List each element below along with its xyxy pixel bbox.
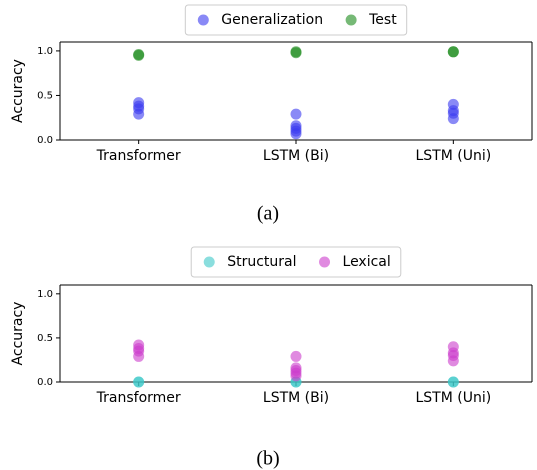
x-tick-label: LSTM (Bi)	[263, 148, 329, 164]
x-tick-label: Transformer	[96, 390, 181, 406]
legend-marker	[203, 256, 215, 268]
point	[447, 376, 459, 388]
y-tick-label: 1.0	[37, 289, 53, 300]
y-tick-label: 0.5	[37, 90, 53, 101]
point	[290, 370, 302, 382]
point	[133, 376, 145, 388]
legend: Structural Lexical	[190, 246, 402, 278]
legend-label: Test	[368, 12, 397, 28]
y-tick-label: 0.0	[37, 377, 53, 388]
y-tick-label: 0.0	[37, 135, 53, 146]
x-tick-label: LSTM (Bi)	[263, 390, 329, 406]
legend: Generalization Test	[184, 4, 408, 36]
point	[133, 48, 145, 60]
legend-marker	[197, 14, 209, 26]
caption: (b)	[256, 448, 279, 470]
point	[447, 355, 459, 367]
point	[133, 350, 145, 362]
x-tick-label: LSTM (Uni)	[415, 148, 491, 164]
point	[290, 47, 302, 59]
point	[133, 108, 145, 120]
y-tick-label: 0.5	[37, 333, 53, 344]
legend-marker	[319, 256, 331, 268]
legend-label: Generalization	[221, 12, 323, 28]
legend-marker	[345, 14, 357, 26]
point	[447, 113, 459, 125]
y-axis-label: Accuracy	[10, 302, 26, 366]
x-tick-label: Transformer	[96, 148, 181, 164]
legend-label: Lexical	[343, 254, 391, 270]
point	[290, 108, 302, 120]
legend-box	[190, 246, 402, 278]
y-axis-label: Accuracy	[10, 59, 26, 123]
legend-box	[184, 4, 408, 36]
caption: (a)	[257, 203, 279, 225]
legend-label: Structural	[227, 254, 296, 270]
point	[290, 350, 302, 362]
point	[290, 128, 302, 140]
y-tick-label: 1.0	[37, 46, 53, 57]
x-tick-label: LSTM (Uni)	[415, 390, 491, 406]
point	[447, 46, 459, 58]
